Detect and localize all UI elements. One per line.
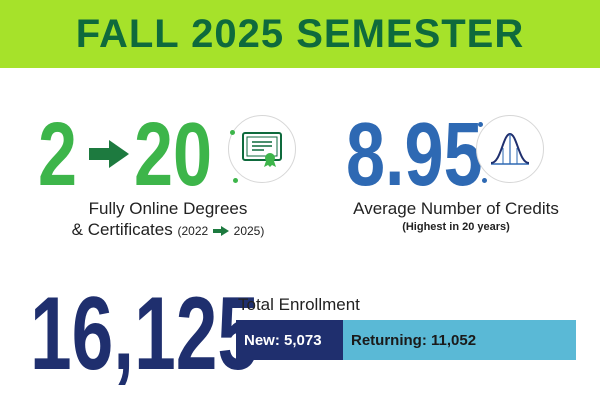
- range-end: 2025): [233, 224, 265, 238]
- returning-label: Returning:: [351, 331, 427, 349]
- enrollment-bar: New: 5,073 Returning: 11,052: [236, 320, 576, 360]
- range-start: (2022: [177, 224, 209, 238]
- decor-dot: [230, 130, 235, 135]
- online-programs-label: Fully Online Degrees & Certificates (202…: [38, 198, 298, 242]
- new-label: New:: [244, 331, 280, 349]
- new-enrollment-segment: New: 5,073: [236, 320, 343, 360]
- total-enrollment-label: Total Enrollment: [238, 295, 360, 314]
- header-banner: FALL 2025 SEMESTER: [0, 0, 600, 68]
- decor-dot: [233, 178, 238, 183]
- online-from-count: 2: [38, 105, 78, 205]
- online-programs-stat: 2 20 Fully Online Degrees & Certificates…: [38, 110, 298, 240]
- credits-sublabel: (Highest in 20 years): [402, 221, 510, 233]
- arrow-right-icon: [89, 140, 129, 168]
- certificate-icon: [242, 132, 282, 167]
- returning-value: 11,052: [431, 331, 477, 349]
- decor-dot: [478, 122, 483, 127]
- online-label-certificates: & Certificates: [71, 220, 173, 239]
- bell-curve-icon: [490, 132, 530, 165]
- credits-label-text: Average Number of Credits: [353, 199, 559, 218]
- certificate-badge: [228, 115, 296, 183]
- decor-dot: [482, 178, 487, 183]
- online-label-line2: & Certificates (2022 2025): [38, 219, 298, 242]
- total-enrollment-value: 16,125: [30, 276, 260, 392]
- bell-curve-badge: [476, 115, 544, 183]
- average-credits-label: Average Number of Credits (Highest in 20…: [336, 198, 576, 235]
- page-title: FALL 2025 SEMESTER: [75, 11, 525, 56]
- average-credits-stat: 8.95 Average Number of Credits (Highest …: [336, 110, 576, 240]
- online-to-count: 20: [134, 105, 213, 205]
- online-label-line1: Fully Online Degrees: [88, 199, 248, 218]
- returning-enrollment-segment: Returning: 11,052: [343, 320, 576, 360]
- average-credits-value: 8.95: [346, 105, 483, 205]
- new-value: 5,073: [284, 331, 322, 349]
- arrow-right-icon: [212, 225, 229, 236]
